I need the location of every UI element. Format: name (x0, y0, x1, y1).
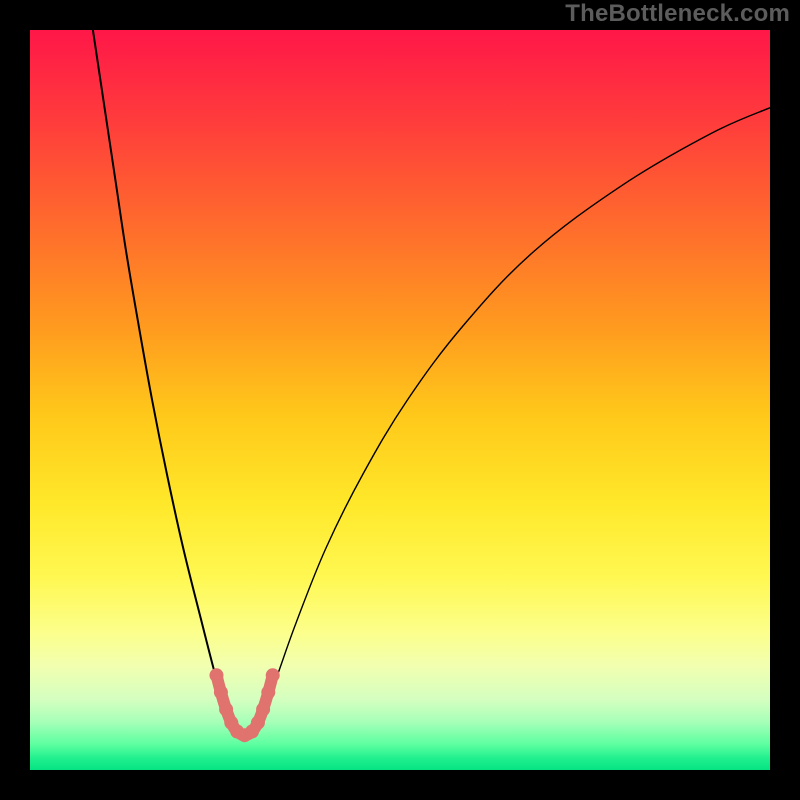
plot-area (30, 30, 770, 770)
watermark-text: TheBottleneck.com (565, 0, 790, 28)
dip-marker (266, 668, 280, 682)
outer-frame: TheBottleneck.com (0, 0, 800, 800)
chart-svg (30, 30, 770, 770)
dip-marker (214, 685, 228, 699)
dip-marker (219, 702, 233, 716)
dip-marker (261, 685, 275, 699)
dip-marker (256, 702, 270, 716)
dip-marker (251, 716, 265, 730)
dip-marker (209, 668, 223, 682)
